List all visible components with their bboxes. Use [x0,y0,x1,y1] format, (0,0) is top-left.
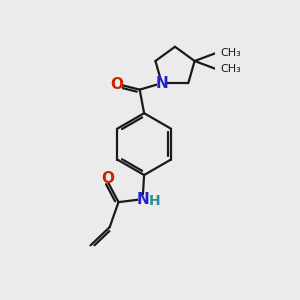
Bar [112,80,122,89]
Text: O: O [110,77,124,92]
Bar [215,49,225,57]
Bar [103,174,112,183]
Bar [157,79,167,88]
Bar [215,65,225,74]
Bar [151,196,159,205]
Bar [138,195,147,204]
Text: CH₃: CH₃ [220,64,241,74]
Text: N: N [155,76,168,91]
Text: CH₃: CH₃ [220,48,241,58]
Text: O: O [101,171,114,186]
Text: N: N [136,192,149,207]
Text: H: H [149,194,161,208]
